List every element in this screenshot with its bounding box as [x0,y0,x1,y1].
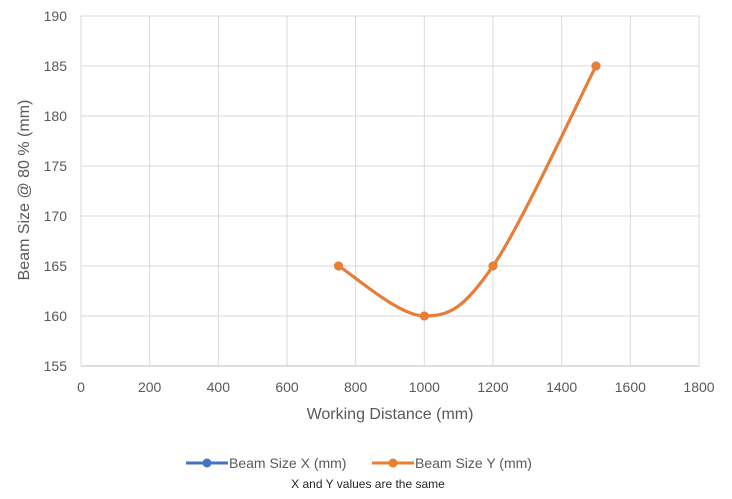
x-tick-label: 1600 [615,379,646,395]
y-tick-label: 180 [44,108,68,124]
y-tick-label: 170 [44,208,68,224]
y-tick-label: 155 [44,358,68,374]
x-tick-label: 1200 [477,379,508,395]
data-point [488,261,498,271]
legend-label: Beam Size X (mm) [229,455,346,471]
y-tick-labels: 155 160 165 170 175 180 185 190 [44,8,68,374]
x-tick-label: 200 [138,379,162,395]
x-tick-label: 1000 [409,379,440,395]
x-tick-label: 0 [77,379,85,395]
legend-label: Beam Size Y (mm) [415,455,532,471]
x-tick-label: 400 [207,379,231,395]
series-2 [334,61,601,321]
y-tick-label: 185 [44,58,68,74]
series-line [337,64,598,318]
grid-lines [80,15,700,367]
legend: Beam Size X (mm) Beam Size Y (mm) [186,455,532,471]
series-layer [334,61,601,321]
y-tick-label: 165 [44,258,68,274]
data-point [334,261,343,271]
legend-entry: Beam Size Y (mm) [372,455,532,471]
data-point [591,61,601,71]
y-tick-label: 190 [44,8,68,24]
y-tick-label: 175 [44,158,68,174]
chart-note: X and Y values are the same [291,477,445,491]
series-1 [334,61,601,321]
y-axis-title: Beam Size @ 80 % (mm) [16,100,33,281]
legend-entry: Beam Size X (mm) [186,455,346,471]
x-tick-label: 1800 [683,379,714,395]
y-tick-label: 160 [44,308,68,324]
x-tick-label: 600 [275,379,299,395]
legend-swatch-marker [202,458,212,468]
x-axis-title: Working Distance (mm) [307,406,474,423]
data-point [419,311,429,321]
series-line [337,64,598,318]
x-tick-label: 1400 [546,379,577,395]
x-tick-label: 800 [344,379,368,395]
legend-swatch-marker [388,458,398,468]
x-tick-labels: 0 200 400 600 800 1000 1200 1400 1600 1800 [77,379,715,395]
